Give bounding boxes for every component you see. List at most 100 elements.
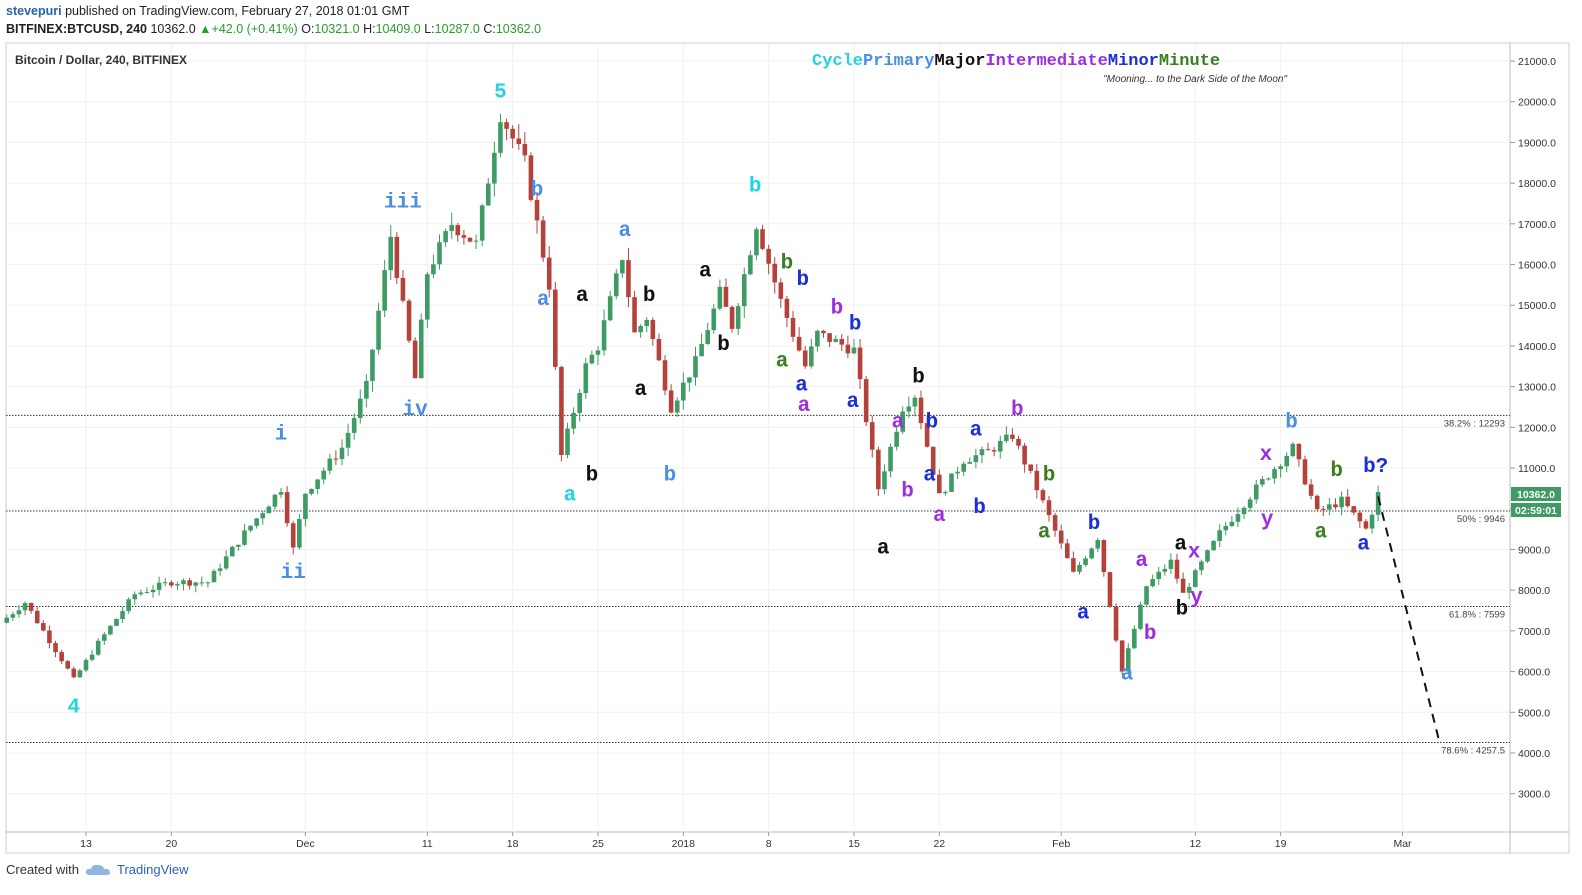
candle-body (1144, 586, 1149, 605)
candle-body (1138, 604, 1143, 629)
candle-body (1028, 464, 1034, 471)
time-tick-label: 11 (422, 838, 433, 850)
candle-body (364, 380, 369, 399)
price-axis[interactable]: 21000.0 20000.0 19000.0 18000.0 17000.0 16000… (1510, 56, 1556, 801)
candle-body (162, 582, 168, 584)
candle-body (638, 326, 643, 333)
candle-body (894, 431, 899, 447)
candle-body (699, 344, 704, 357)
price-tick-label: 11000.0 (1518, 463, 1555, 475)
candle-body (1199, 561, 1204, 571)
wave-label-primary: a (618, 220, 631, 243)
candle-body (1327, 504, 1332, 510)
candle-body (1205, 550, 1210, 562)
wave-label-intermediate: b (1011, 399, 1024, 422)
candle-body (1107, 572, 1113, 607)
high-value: 10409.0 (375, 22, 421, 36)
time-tick-label: 18 (507, 838, 519, 850)
candle-body (741, 274, 747, 307)
time-axis[interactable]: 13 20 Dec 11 18 25 2018 8 15 22 Feb 12 19 Mar (80, 832, 1412, 850)
candle-body (370, 349, 375, 381)
candle-body (650, 319, 656, 339)
footer: Created with TradingView (6, 862, 189, 877)
price-tick-label: 18000.0 (1518, 178, 1556, 190)
candle-body (1241, 507, 1247, 515)
candle-body (181, 580, 186, 585)
last-price-badge-text: 10362.0 (1517, 489, 1555, 501)
candle-body (1333, 504, 1338, 508)
candle-body (772, 263, 778, 283)
projection-line (1377, 496, 1441, 742)
candle-body (315, 479, 320, 489)
candle-body (132, 594, 138, 600)
candle-body (242, 530, 247, 545)
candle-body (248, 525, 253, 531)
candle-body (821, 330, 826, 334)
tradingview-link[interactable]: TradingView (116, 862, 189, 877)
candle-body (1113, 606, 1119, 641)
candle-body (729, 306, 735, 329)
candle-body (345, 432, 351, 448)
candle-body (284, 492, 290, 524)
time-tick-label: 8 (766, 838, 772, 850)
candle-body (41, 623, 46, 631)
candle-body (1296, 443, 1302, 460)
candle-body (425, 274, 430, 320)
candle-body (522, 144, 528, 156)
price-tick-label: 15000.0 (1518, 300, 1556, 312)
candle-body (108, 625, 113, 635)
chart-subtitle: "Mooning... to the Dark Side of the Moon… (1103, 74, 1287, 85)
wave-label-major: b (586, 464, 599, 487)
candle-body (973, 455, 979, 462)
candle-body (187, 580, 192, 586)
low-label: L: (424, 22, 435, 36)
candle-body (1211, 540, 1216, 551)
candle-body (175, 584, 180, 586)
wave-label-major: a (699, 261, 712, 284)
candle-body (906, 406, 912, 412)
wave-label-cycle: b (749, 175, 762, 198)
candle-body (839, 339, 845, 345)
symbol-label: BITFINEX:BTCUSD, 240 (6, 22, 147, 36)
candle-body (796, 336, 802, 351)
candle-body (754, 229, 759, 256)
candle-body (229, 546, 235, 557)
price-tick-label: 13000.0 (1518, 382, 1556, 394)
wave-label-minute: b (781, 253, 794, 276)
candle-body (845, 344, 851, 354)
candle-body (589, 354, 595, 364)
candle-body (266, 506, 272, 514)
candle-body (876, 449, 881, 490)
wave-label-cycle: 5 (494, 82, 507, 105)
publisher-user[interactable]: stevepuri (6, 4, 62, 18)
wave-label-cycle: a (564, 485, 577, 508)
candle-body (260, 513, 266, 519)
wave-degree-legend: CyclePrimaryMajorIntermediateMinorMinute (812, 52, 1220, 71)
candle-body (1083, 558, 1088, 565)
wave-label-minor: b (973, 497, 986, 520)
wave-label-minute: a (776, 350, 789, 373)
open-label: O: (301, 22, 315, 36)
wave-label-primary: b (1285, 411, 1298, 434)
candle-body (1089, 548, 1094, 559)
candle-body (1357, 512, 1363, 522)
wave-label-minor: a (846, 391, 859, 414)
legend-minute: Minute (1159, 52, 1220, 71)
candle-body (59, 652, 64, 662)
candle-body (693, 356, 698, 378)
time-tick-label: 15 (848, 838, 860, 850)
candle-body (120, 611, 125, 619)
last-price: 10362.0 (150, 22, 196, 36)
candle-body (101, 634, 107, 641)
wave-label-minor: a (1077, 603, 1090, 626)
candle-body (400, 278, 406, 301)
candle-body (431, 264, 436, 275)
candle-body (1119, 640, 1125, 672)
candle-body (406, 300, 412, 341)
candle-body (717, 286, 723, 309)
wave-label-intermediate: a (933, 505, 946, 528)
projection-dashed-line (1377, 496, 1441, 742)
candle-body (1040, 490, 1046, 501)
wave-label-primary: a (537, 289, 550, 312)
